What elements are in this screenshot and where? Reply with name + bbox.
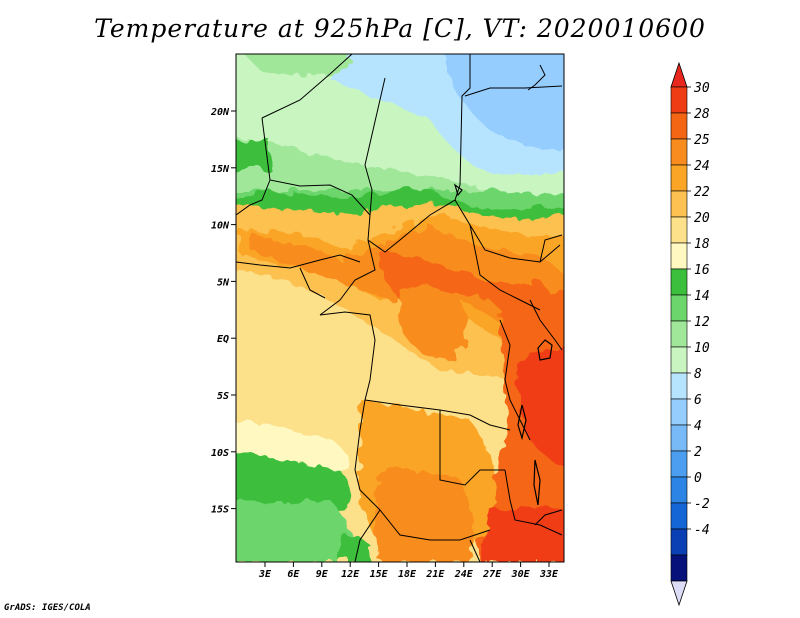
lon-tick-label: 12E bbox=[341, 569, 360, 580]
lon-tick-label: 33E bbox=[539, 569, 559, 580]
lon-tick-label: 24E bbox=[454, 569, 474, 580]
colorbar-swatch bbox=[670, 294, 688, 322]
colorbar-swatch bbox=[670, 190, 688, 218]
colorbar-swatch bbox=[670, 346, 688, 374]
colorbar-label: 25 bbox=[694, 133, 710, 148]
lat-tick-label: 10S bbox=[211, 448, 229, 459]
temperature-field bbox=[236, 54, 564, 562]
colorbar-label: 0 bbox=[694, 471, 702, 486]
colorbar-swatch bbox=[670, 398, 688, 426]
lakes bbox=[453, 183, 553, 506]
lon-tick-label: 9E bbox=[316, 569, 329, 580]
colorbar-label: 20 bbox=[694, 211, 710, 226]
lon-tick-label: 3E bbox=[258, 569, 272, 580]
colorbar-swatch bbox=[670, 476, 688, 504]
colorbar-label: -4 bbox=[694, 523, 710, 538]
map-frame bbox=[235, 53, 565, 563]
latitude-axis: 20N 15N 10N 5N EQ 5S 10S 15S bbox=[210, 107, 236, 516]
lat-tick-label: 10N bbox=[211, 221, 230, 232]
colorbar-label: 6 bbox=[694, 393, 702, 408]
lat-tick-label: 15N bbox=[211, 164, 230, 175]
credit-label: GrADS: IGES/COLA bbox=[4, 603, 91, 613]
colorbar-swatch bbox=[670, 320, 688, 348]
lat-tick-label: 15S bbox=[211, 505, 229, 516]
lon-tick-label: 15E bbox=[370, 569, 389, 580]
colorbar-swatch bbox=[670, 502, 688, 530]
colorbar-bottom-arrow bbox=[670, 580, 688, 607]
colorbar-label: 18 bbox=[694, 237, 710, 252]
colorbar-label: -2 bbox=[694, 497, 710, 512]
colorbar-swatch bbox=[670, 372, 688, 400]
colorbar-label: 16 bbox=[694, 263, 710, 278]
lat-tick-label: 5S bbox=[217, 391, 229, 402]
longitude-axis: 3E 6E 9E 12E 15E 18E 21E 24E 27E 30E 33E bbox=[258, 562, 559, 580]
colorbar-top-arrow bbox=[670, 61, 688, 88]
colorbar-label: 22 bbox=[694, 185, 710, 200]
lon-tick-label: 30E bbox=[511, 569, 531, 580]
colorbar-swatch bbox=[670, 450, 688, 478]
lat-tick-label: EQ bbox=[217, 334, 229, 345]
colorbar-swatch bbox=[670, 528, 688, 556]
colorbar-swatch bbox=[670, 268, 688, 296]
lon-tick-label: 27E bbox=[482, 569, 502, 580]
colorbar-label: 14 bbox=[694, 289, 710, 304]
colorbar-label: 10 bbox=[694, 341, 710, 356]
colorbar-swatch bbox=[670, 138, 688, 166]
colorbar-swatch bbox=[670, 242, 688, 270]
colorbar-label: 2 bbox=[694, 445, 702, 460]
colorbar-label: 12 bbox=[694, 315, 710, 330]
country-borders bbox=[236, 54, 563, 562]
colorbar-swatch bbox=[670, 112, 688, 140]
lat-tick-label: 20N bbox=[210, 107, 230, 118]
colorbar-label: 24 bbox=[694, 159, 710, 174]
lon-tick-label: 21E bbox=[425, 569, 445, 580]
colorbar-label: 30 bbox=[693, 81, 710, 96]
colorbar-label: 28 bbox=[694, 107, 710, 122]
colorbar-label: 8 bbox=[694, 367, 702, 382]
lon-tick-label: 18E bbox=[398, 569, 417, 580]
colorbar-swatch bbox=[670, 424, 688, 452]
map-title: Temperature at 925hPa [C], VT: 202001060… bbox=[94, 14, 706, 43]
colorbar-swatch bbox=[670, 216, 688, 244]
colorbar-swatch bbox=[670, 554, 688, 582]
lat-tick-label: 5N bbox=[217, 277, 230, 288]
colorbar-label: 4 bbox=[694, 419, 702, 434]
lon-tick-label: 6E bbox=[287, 569, 300, 580]
colorbar-swatch bbox=[670, 164, 688, 192]
colorbar-swatch bbox=[670, 86, 688, 114]
